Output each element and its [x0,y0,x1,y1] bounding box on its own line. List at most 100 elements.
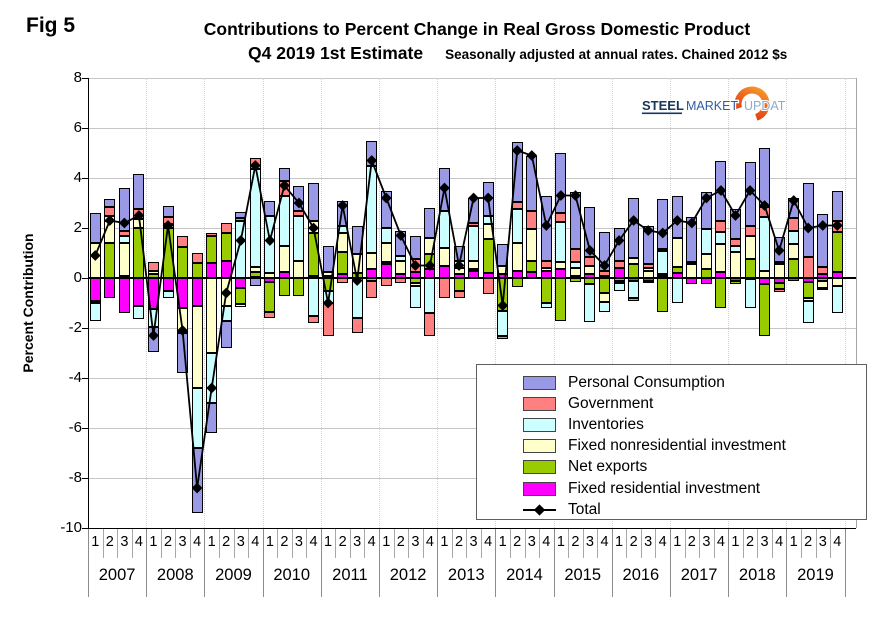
year-label: 2015 [564,566,602,584]
bar-segment [599,278,611,293]
y-axis-tick [82,528,88,529]
bar-segment [540,268,552,271]
y-axis-tick-label: 0 [73,269,82,286]
bar-segment [569,249,581,262]
y-axis-tick [82,328,88,329]
bar-segment [744,235,756,260]
y-axis-tick [82,78,88,79]
quarter-label: 1 [615,534,624,550]
legend-box: Personal Consumption Government Inventorie… [476,364,867,520]
quarter-label: 1 [207,534,216,550]
bar-segment [380,190,392,228]
bar-segment [322,290,334,303]
bar-segment [729,245,741,252]
bar-segment [584,256,596,266]
quarter-tick [771,529,773,558]
y-axis-line [88,78,89,529]
bar-segment [337,233,349,252]
bar-segment [802,281,814,298]
bar-segment [788,230,800,245]
bar-segment [147,270,159,275]
quarter-label: 3 [702,534,711,550]
quarter-tick [189,529,191,558]
quarter-label: 3 [236,534,245,550]
bar-segment [555,153,567,213]
bar-segment [293,278,305,296]
bar-segment [206,353,218,403]
y-axis-tick-label: 8 [73,69,82,86]
bar-segment [395,230,407,256]
quarter-label: 4 [309,534,318,550]
chart-title-line2: Q4 2019 1st Estimate [248,43,424,63]
bar-segment [831,190,843,221]
bar-segment [569,268,581,276]
bar-segment [569,191,581,250]
bar-segment [409,285,421,308]
bar-segment [759,284,771,336]
bar-segment [89,303,101,321]
bar-segment [220,233,232,261]
bar-segment [366,280,378,298]
bar-segment [206,263,218,278]
legend-item: Net exports [477,457,866,478]
quarter-tick [742,529,744,558]
bar-segment [468,225,480,261]
bar-segment [657,274,669,277]
bar-segment [424,254,436,270]
bar-segment [366,253,378,270]
bar-segment [628,264,640,278]
legend-swatch [523,417,556,432]
bar-segment [657,278,669,312]
bar-segment [788,244,800,260]
bar-segment [133,219,145,228]
bar-segment [526,155,538,211]
quarter-label: 4 [658,534,667,550]
zero-baseline [88,277,856,279]
bar-segment [308,278,320,316]
y-axis-tick-label: -4 [68,369,82,386]
bar-segment [177,235,189,247]
quarter-tick [597,529,599,558]
bar-segment [235,220,247,278]
quarter-label: 1 [440,534,449,550]
legend-item-total: Total [477,499,866,520]
quarter-tick [102,529,104,558]
legend-label: Fixed nonresidential investment [568,437,786,455]
bar-segment [613,260,625,268]
quarter-tick [175,529,177,558]
year-tick [204,529,206,597]
bar-segment [700,254,712,270]
quarter-tick [364,529,366,558]
year-label: 2018 [738,566,776,584]
quarter-tick [335,529,337,558]
bar-segment [278,168,290,181]
bar-segment [744,225,756,236]
y-axis-tick [82,378,88,379]
year-label: 2012 [389,566,427,584]
quarter-label: 1 [498,534,507,550]
quarter-tick [393,529,395,558]
bar-segment [424,278,436,313]
bar-segment [162,228,174,278]
bar-segment [424,238,436,255]
bar-segment [453,268,465,275]
quarter-tick [218,529,220,558]
year-tick [553,529,555,597]
chart-subtitle-row: Q4 2019 1st Estimate Seasonally adjusted … [248,43,787,64]
bar-segment [686,264,698,278]
bar-segment [89,278,101,301]
bar-segment [540,195,552,261]
bar-segment [468,260,480,270]
bar-segment [482,215,494,225]
quarter-tick [830,529,832,558]
quarter-label: 2 [687,534,696,550]
bar-segment [511,209,523,243]
bar-segment [657,250,669,275]
bar-segment [380,261,392,265]
bar-segment [453,245,465,261]
bar-segment [468,223,480,226]
bar-segment [715,244,727,272]
bar-segment [555,261,567,270]
x-axis-line [86,528,856,529]
legend-label: Total [568,500,601,518]
